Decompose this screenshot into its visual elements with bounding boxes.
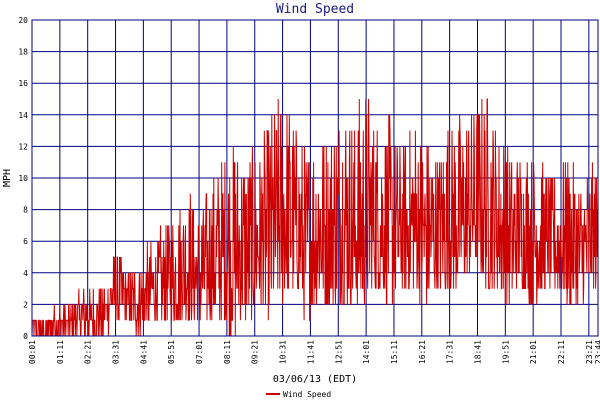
y-tick-label: 20: [18, 16, 28, 25]
x-tick-label: 19:51: [501, 340, 510, 364]
x-tick-label: 23:21: [585, 340, 594, 364]
y-tick-label: 2: [23, 300, 28, 309]
x-tick-label: 11:41: [306, 340, 315, 364]
y-tick-label: 10: [18, 174, 28, 183]
x-tick-label: 15:11: [390, 340, 399, 364]
x-axis-label: 03/06/13 (EDT): [273, 374, 357, 385]
x-tick-label: 18:41: [473, 340, 482, 364]
chart-title: Wind Speed: [276, 2, 354, 17]
x-tick-label: 05:51: [167, 340, 176, 364]
plot-border: [31, 19, 599, 337]
x-tick-label: 07:01: [195, 340, 204, 364]
y-tick-label: 6: [23, 237, 28, 246]
x-tick-label: 03:31: [112, 340, 121, 364]
x-tick-label: 04:41: [139, 340, 148, 364]
x-tick-label: 00:01: [28, 340, 37, 364]
series-wind-speed: [31, 98, 599, 337]
y-tick-label: 0: [23, 332, 28, 341]
y-axis-label: MPH: [2, 169, 13, 187]
y-tick-label: 12: [18, 142, 28, 151]
x-tick-label: 14:01: [362, 340, 371, 364]
x-tick-label: 21:01: [529, 340, 538, 364]
y-tick-label: 8: [23, 206, 28, 215]
x-tick-label: 02:21: [84, 340, 93, 364]
legend: Wind Speed: [266, 390, 331, 399]
x-tick-label: 23:44: [594, 340, 600, 364]
x-tick-label: 10:31: [279, 340, 288, 364]
y-tick-labels: 0 2 4 6 8 10 12 14 16 18 20: [18, 16, 28, 341]
x-tick-label: 16:21: [418, 340, 427, 364]
x-tick-label: 09:21: [251, 340, 260, 364]
y-tick-label: 18: [18, 48, 28, 57]
x-tick-label: 01:11: [56, 340, 65, 364]
x-tick-label: 08:11: [223, 340, 232, 364]
x-tick-label: 22:11: [557, 340, 566, 364]
y-tick-label: 4: [23, 269, 28, 278]
x-tick-labels: 00:01 01:11 02:21 03:31 04:41 05:51 07:01 08:11…: [28, 340, 600, 364]
y-tick-label: 16: [18, 79, 28, 88]
x-tick-label: 12:51: [334, 340, 343, 364]
legend-label: Wind Speed: [283, 390, 331, 399]
y-tick-label: 14: [18, 111, 28, 120]
series-line-wind-speed: [31, 98, 599, 337]
x-tick-label: 17:31: [446, 340, 455, 364]
